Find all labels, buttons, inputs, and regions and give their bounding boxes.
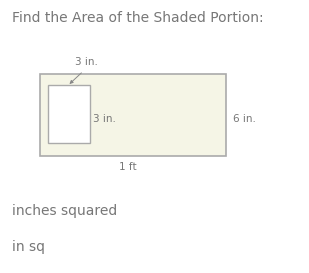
Text: 3 in.: 3 in. [93,114,116,124]
Text: Find the Area of the Shaded Portion:: Find the Area of the Shaded Portion: [12,11,264,25]
Text: 3 in.: 3 in. [75,57,98,67]
Text: inches squared: inches squared [12,204,118,218]
Bar [48,85,90,143]
Text: 6 in.: 6 in. [233,114,256,124]
Text: 1 ft: 1 ft [119,162,137,173]
Text: in sq: in sq [12,240,45,254]
Bar [40,74,226,156]
